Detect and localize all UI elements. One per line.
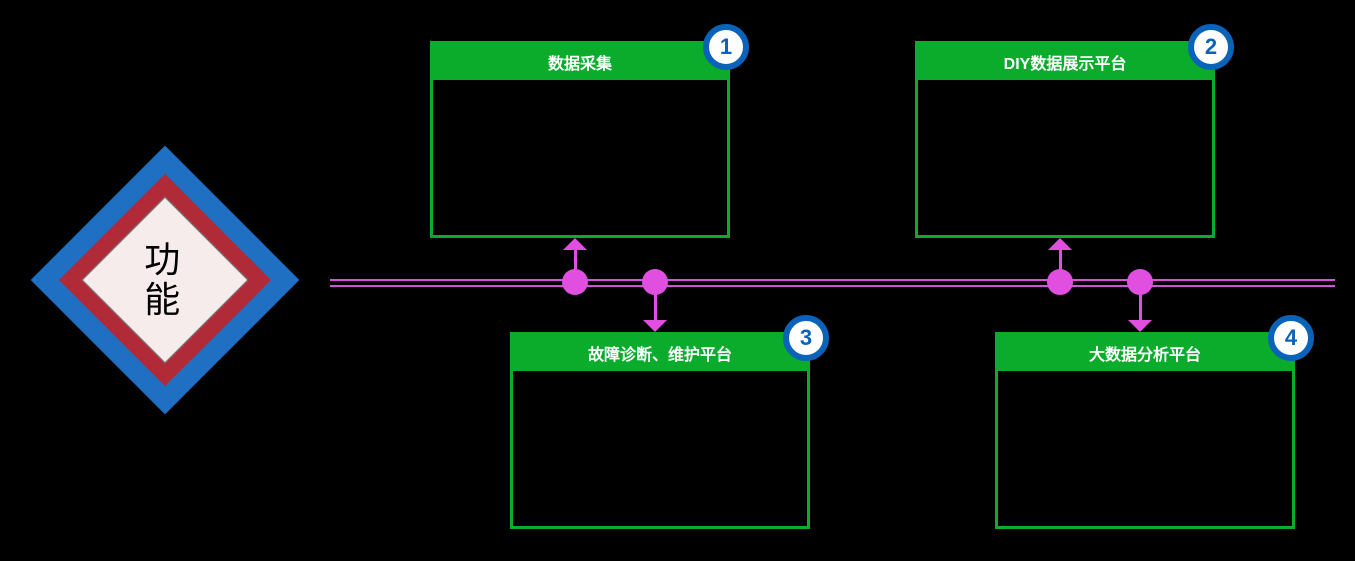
card-title: DIY数据展示平台 — [918, 44, 1212, 80]
connector-arrow-icon — [643, 320, 667, 332]
timeline-dot — [1047, 269, 1073, 295]
feature-card: DIY数据展示平台 — [915, 41, 1215, 238]
timeline-line — [330, 279, 1335, 281]
connector-stem — [1059, 250, 1062, 271]
card-number-badge: 2 — [1188, 24, 1234, 70]
card-title: 故障诊断、维护平台 — [513, 335, 807, 371]
card-body — [998, 371, 1292, 526]
connector-arrow-icon — [1128, 320, 1152, 332]
feature-card: 大数据分析平台 — [995, 332, 1295, 529]
connector-stem — [574, 250, 577, 271]
card-body — [513, 371, 807, 526]
card-number-badge: 4 — [1268, 315, 1314, 361]
card-number-badge: 3 — [783, 315, 829, 361]
diamond-hub: 功能 — [31, 146, 300, 415]
connector-arrow-icon — [563, 238, 587, 250]
timeline-dot — [642, 269, 668, 295]
timeline-line — [330, 285, 1335, 287]
card-title: 大数据分析平台 — [998, 335, 1292, 371]
card-number-badge: 1 — [703, 24, 749, 70]
connector-arrow-icon — [1048, 238, 1072, 250]
timeline-dot — [1127, 269, 1153, 295]
connector-stem — [1139, 293, 1142, 320]
diamond-label: 功能 — [31, 240, 300, 319]
timeline-dot — [562, 269, 588, 295]
feature-card: 数据采集 — [430, 41, 730, 238]
connector-stem — [654, 293, 657, 320]
feature-card: 故障诊断、维护平台 — [510, 332, 810, 529]
card-body — [918, 80, 1212, 235]
card-title: 数据采集 — [433, 44, 727, 80]
card-body — [433, 80, 727, 235]
